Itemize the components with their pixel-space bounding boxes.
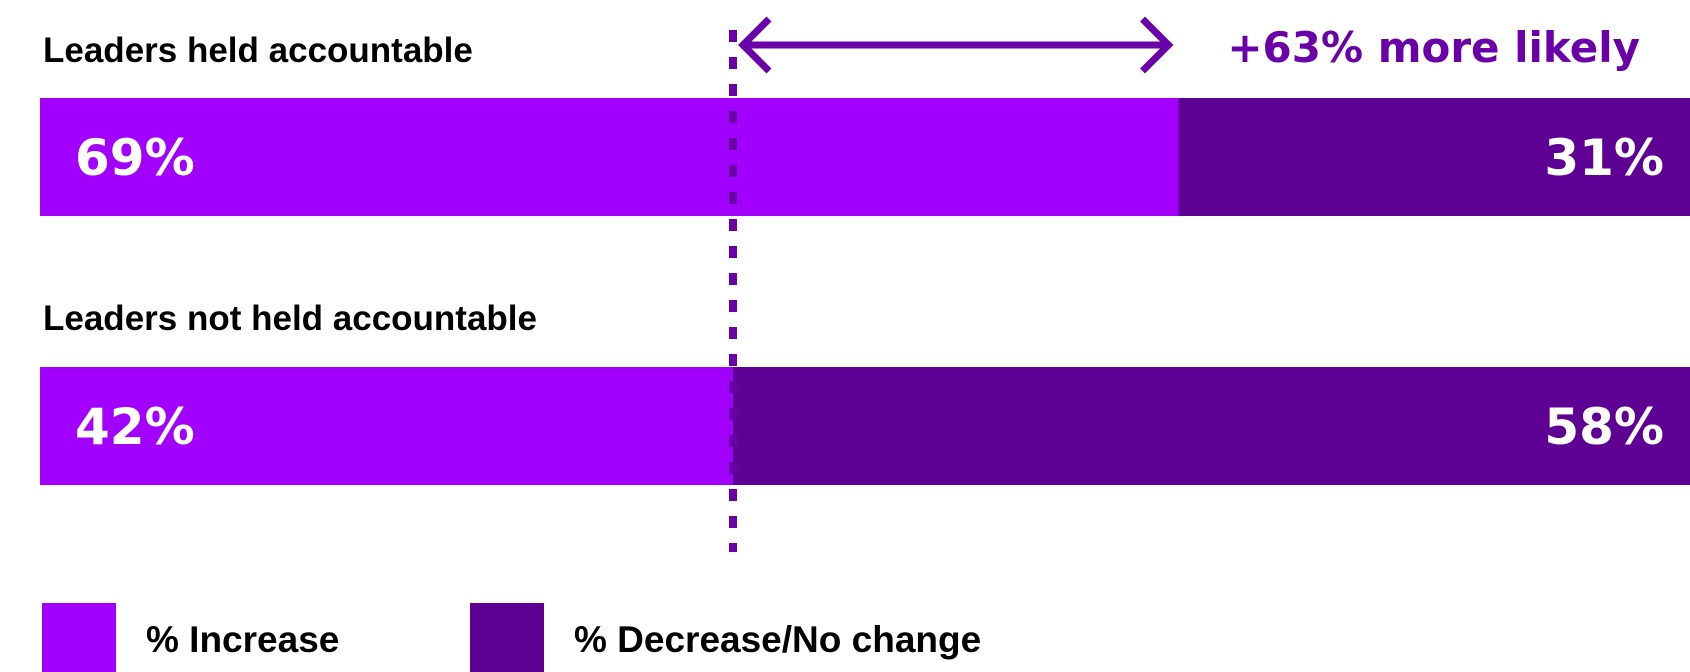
legend: % Increase % Decrease/No change xyxy=(42,603,981,672)
arrow-head-right xyxy=(1140,16,1174,74)
category-label: Leaders not held accountable xyxy=(43,299,537,338)
labels-group: Leaders held accountable 69% 31% Leaders no… xyxy=(43,31,1664,456)
bar-segment xyxy=(40,367,733,485)
category-label: Leaders held accountable xyxy=(43,31,473,70)
annotation-group: +63% more likely xyxy=(738,16,1640,74)
bar-segment xyxy=(1178,98,1690,216)
data-label: 42% xyxy=(75,398,195,456)
annotation-text: +63% more likely xyxy=(1227,23,1640,72)
bar-segment xyxy=(733,367,1690,485)
legend-label: % Decrease/No change xyxy=(574,619,981,660)
data-label: 58% xyxy=(1544,398,1664,456)
data-label: 69% xyxy=(75,129,195,187)
legend-swatch xyxy=(470,603,544,672)
legend-swatch xyxy=(42,603,116,672)
data-label: 31% xyxy=(1544,129,1664,187)
legend-label: % Increase xyxy=(146,619,339,660)
arrow-head-left xyxy=(738,16,772,74)
bars-group xyxy=(40,98,1690,485)
bar-segment xyxy=(40,98,1179,216)
